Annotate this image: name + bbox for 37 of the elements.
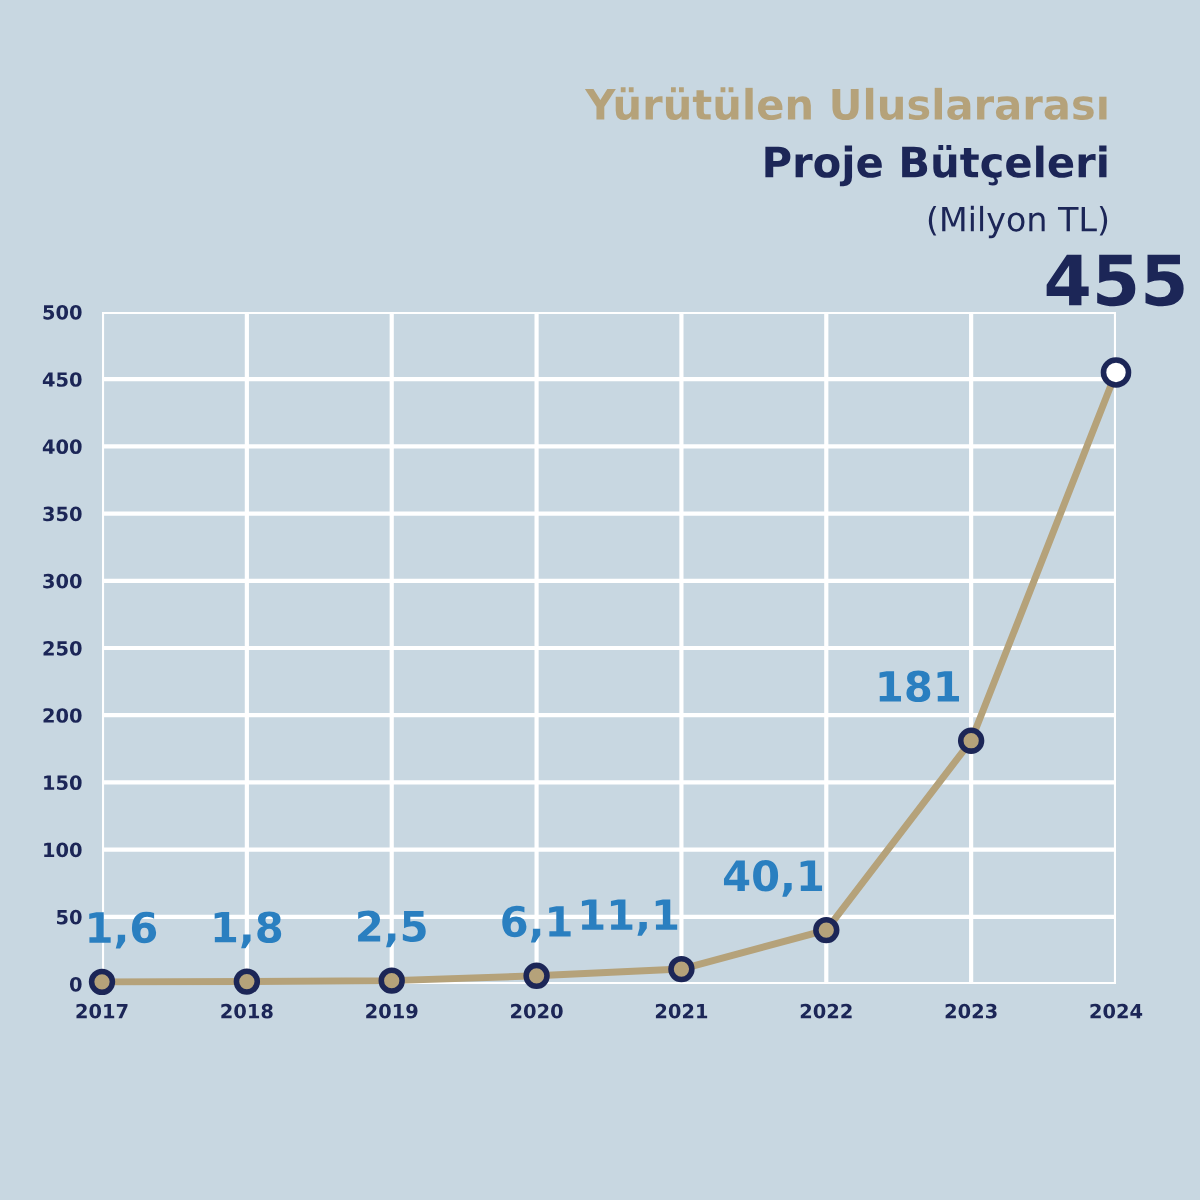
chart-subtitle: Proje Bütçeleri — [765, 144, 1107, 187]
point — [523, 962, 550, 989]
y-tick-label: 450 — [42, 372, 82, 387]
point — [813, 916, 840, 944]
x-tick-label: 2017 — [76, 1003, 128, 1019]
x-tick-label: 2019 — [366, 1003, 418, 1019]
x-tick-label: 2018 — [221, 1003, 273, 1019]
x-tick-label: 2020 — [511, 1003, 563, 1019]
data-label: 11,1 — [581, 899, 678, 936]
x-tick-label: 2021 — [655, 1003, 708, 1019]
x-tick-label: 2022 — [800, 1003, 852, 1019]
x-tick-label: 2024 — [1090, 1003, 1143, 1019]
y-tick-label: 250 — [43, 640, 82, 656]
y-tick-label: 500 — [43, 304, 82, 320]
y-tick-label: 100 — [44, 842, 82, 858]
point — [668, 955, 695, 983]
x-tick-label: 2023 — [945, 1003, 997, 1019]
point — [957, 727, 985, 754]
y-tick-label: 400 — [42, 439, 82, 455]
data-label: 6,1 — [502, 905, 571, 943]
data-label: 1,8 — [214, 911, 282, 949]
y-tick-label: 300 — [43, 573, 82, 589]
data-label: 455 — [1046, 254, 1184, 307]
data-label: 181 — [879, 670, 959, 703]
y-tick-label: 50 — [57, 909, 82, 925]
point — [378, 967, 405, 994]
point — [233, 968, 261, 995]
chart-title: Yürütülen Uluslararası — [584, 87, 1107, 121]
y-tick-label: 0 — [69, 976, 82, 992]
point — [88, 968, 116, 996]
data-label: 1,6 — [89, 911, 157, 949]
text: (Milyon TL) — [928, 205, 1108, 239]
y-tick-label: 200 — [43, 708, 82, 723]
y-tick-label: 150 — [44, 775, 82, 791]
data-label: 2,5 — [358, 910, 426, 948]
y-tick-label: 350 — [43, 506, 82, 522]
data-label: 40,1 — [723, 859, 823, 897]
